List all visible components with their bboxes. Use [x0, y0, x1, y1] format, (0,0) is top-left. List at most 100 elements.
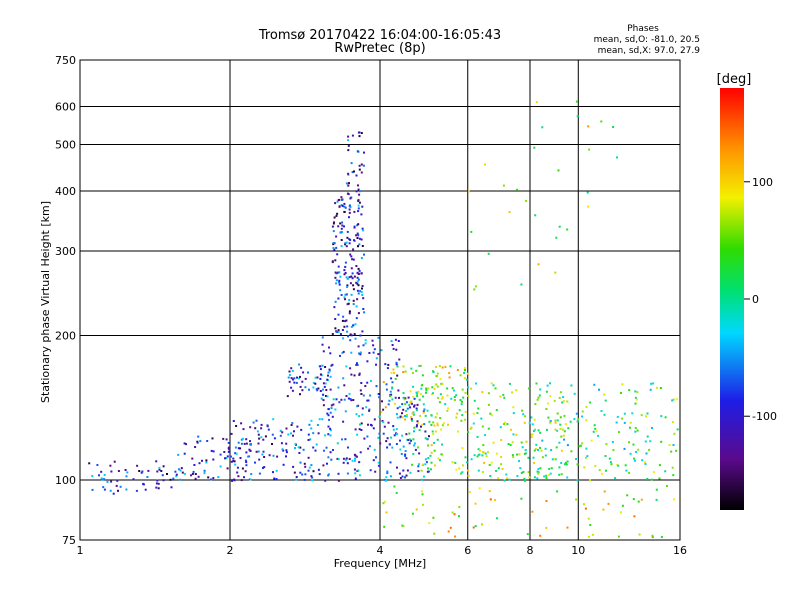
echo-point: [410, 367, 413, 370]
echo-point: [342, 337, 345, 340]
echo-point: [334, 408, 337, 411]
echo-point: [651, 427, 653, 429]
echo-point: [401, 412, 403, 415]
echo-point: [545, 500, 548, 502]
echo-point: [386, 446, 389, 449]
echo-point: [415, 425, 418, 428]
echo-point: [268, 454, 271, 457]
echo-point: [337, 265, 340, 268]
echo-point: [319, 390, 322, 392]
echo-point: [433, 424, 436, 427]
echo-point: [483, 461, 486, 464]
echo-point: [340, 196, 343, 199]
echo-point: [410, 402, 413, 405]
echo-point: [155, 486, 158, 489]
echo-point: [360, 422, 363, 425]
echo-point: [356, 433, 359, 436]
echo-point: [354, 428, 357, 431]
echo-point: [352, 299, 355, 302]
echo-point: [456, 412, 459, 415]
y-axis-label: Stationary phase Virtual Height [km]: [39, 201, 52, 403]
echo-point: [655, 386, 658, 389]
echo-point: [401, 434, 404, 437]
echo-point: [342, 315, 345, 318]
echo-point: [351, 459, 354, 462]
echo-point: [227, 450, 230, 453]
echo-point: [337, 271, 340, 274]
echo-point: [405, 401, 408, 404]
echo-point: [203, 469, 206, 472]
echo-point: [345, 276, 348, 279]
echo-point: [522, 471, 525, 473]
echo-point: [594, 427, 597, 430]
echo-point: [343, 205, 346, 208]
echo-point: [438, 365, 441, 368]
echo-point: [398, 396, 400, 399]
echo-point: [397, 389, 400, 392]
echo-point: [203, 472, 206, 475]
echo-point: [551, 458, 554, 461]
echo-point: [393, 371, 396, 374]
echo-point: [357, 312, 360, 315]
echo-point: [420, 387, 423, 390]
echo-point: [629, 421, 632, 424]
echo-point: [576, 463, 579, 466]
echo-point: [324, 479, 327, 482]
echo-point: [558, 225, 561, 228]
echo-point: [539, 431, 542, 434]
echo-point: [415, 391, 418, 394]
echo-point: [358, 201, 361, 204]
echo-point: [335, 235, 338, 238]
echo-point: [424, 463, 427, 466]
echo-point: [604, 399, 607, 402]
echo-point: [377, 353, 380, 356]
echo-point: [156, 470, 159, 473]
echo-point: [319, 377, 322, 380]
echo-point: [464, 369, 466, 371]
echo-point: [470, 387, 473, 390]
echo-point: [258, 437, 261, 440]
echo-point: [366, 381, 369, 384]
echo-point: [357, 272, 360, 275]
echo-point: [672, 421, 674, 423]
echo-point: [583, 466, 586, 469]
echo-point: [279, 429, 282, 432]
echo-point: [361, 407, 364, 410]
echo-point: [348, 216, 350, 219]
echo-point: [360, 132, 363, 134]
echo-point: [382, 421, 385, 423]
echo-point: [533, 146, 536, 149]
echo-point: [595, 430, 598, 433]
echo-point: [485, 455, 488, 458]
echo-point: [344, 438, 347, 441]
echo-point: [160, 470, 163, 472]
echo-point: [194, 446, 197, 448]
echo-point: [454, 461, 457, 464]
echo-point: [481, 425, 484, 428]
echo-point: [344, 265, 347, 268]
echo-point: [96, 464, 99, 466]
echo-point: [391, 446, 394, 449]
echo-point: [490, 461, 493, 464]
echo-point: [637, 448, 640, 451]
echo-point: [634, 459, 636, 462]
echo-point: [356, 237, 359, 239]
echo-point: [395, 443, 398, 445]
x-tick-label: 16: [673, 544, 687, 557]
echo-point: [230, 455, 232, 458]
echo-point: [441, 397, 444, 400]
echo-point: [503, 396, 506, 399]
y-tick-label: 750: [55, 54, 76, 67]
echo-point: [621, 383, 624, 386]
echo-point: [254, 427, 257, 430]
echo-point: [549, 420, 552, 423]
echo-point: [310, 427, 313, 430]
echo-point: [348, 242, 351, 245]
echo-point: [569, 420, 572, 423]
echo-point: [298, 363, 301, 366]
echo-point: [332, 398, 335, 401]
echo-point: [91, 475, 94, 478]
echo-point: [385, 440, 388, 443]
echo-point: [317, 432, 320, 435]
echo-point: [357, 223, 360, 226]
